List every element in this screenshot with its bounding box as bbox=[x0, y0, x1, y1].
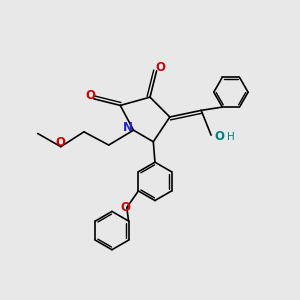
Text: O: O bbox=[56, 136, 66, 149]
Text: O: O bbox=[120, 201, 130, 214]
Text: O: O bbox=[85, 89, 96, 102]
Text: O: O bbox=[214, 130, 224, 143]
Text: N: N bbox=[122, 121, 133, 134]
Text: H: H bbox=[227, 132, 235, 142]
Text: O: O bbox=[155, 61, 165, 74]
